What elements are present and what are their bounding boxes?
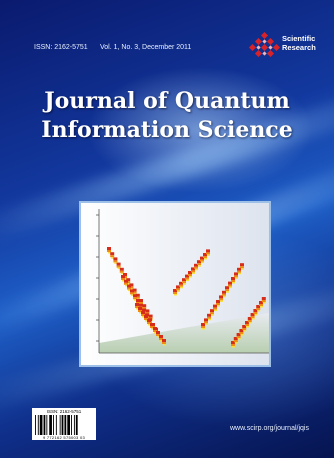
figure-bar	[153, 327, 157, 334]
figure-bar	[250, 313, 255, 320]
figure-bar	[110, 252, 115, 259]
figure-floor	[99, 313, 269, 353]
publisher-line-1: Scientific	[282, 34, 316, 43]
figure-bar	[121, 275, 125, 282]
figure-bar	[204, 318, 208, 325]
figure-bar	[219, 295, 223, 302]
figure-bar	[173, 289, 177, 296]
barcode: ISSN: 2162-5751 9 772162 575003 03	[32, 408, 96, 440]
figure-bar	[245, 321, 249, 328]
figure-bar	[253, 309, 258, 316]
figure-bar	[119, 267, 124, 275]
figure-bar	[206, 249, 210, 256]
figure-bar	[239, 329, 244, 336]
figure-bar	[210, 309, 214, 316]
figure-bar	[176, 285, 180, 292]
figure-bar	[247, 317, 252, 324]
figure-bar	[116, 262, 121, 270]
figure-bar	[240, 263, 244, 270]
figure-bar	[159, 335, 163, 342]
figure-bar	[162, 339, 166, 346]
figure-bar	[203, 253, 207, 260]
figure-bar	[126, 278, 131, 285]
figure-bar	[127, 284, 131, 292]
figure-bar	[200, 256, 204, 264]
figure-bar	[150, 323, 154, 330]
figure-bar	[135, 303, 139, 310]
issn-header: ISSN: 2162-5751	[34, 44, 88, 51]
figure-bar	[188, 271, 192, 278]
figure-bar	[129, 283, 134, 290]
figure-bar	[144, 315, 148, 322]
figure-bar	[113, 257, 118, 264]
figure-bar	[147, 319, 151, 326]
figure-bar	[107, 247, 111, 254]
figure-bar	[133, 294, 137, 301]
figure-bar	[228, 281, 232, 289]
journal-title-line-2: Information Science	[41, 117, 293, 143]
figure-bar	[130, 289, 134, 296]
figure-bar	[231, 277, 235, 284]
figure-bar	[185, 274, 189, 282]
journal-url: www.scirp.org/journal/jqis	[230, 425, 309, 432]
figure-bar	[225, 286, 229, 293]
cover-figure-image	[81, 203, 269, 365]
figure-bar	[216, 300, 220, 307]
figure-bar	[182, 278, 186, 285]
figure-bar	[156, 331, 160, 338]
figure-bar	[233, 337, 238, 344]
figure-bar	[242, 325, 247, 332]
figure-bar	[256, 305, 261, 312]
barcode-icon	[35, 415, 78, 435]
figure-bar	[237, 267, 241, 275]
scientific-research-logo-icon	[248, 32, 281, 58]
figure-bar	[197, 260, 201, 267]
figure-bar	[236, 333, 241, 340]
figure-bar	[179, 281, 183, 289]
figure-bar	[138, 307, 142, 314]
barcode-issn: ISSN: 2162-5751	[46, 409, 82, 414]
figure-bar	[261, 297, 266, 304]
figure-bar	[207, 313, 211, 321]
publisher-line-2: Research	[282, 42, 316, 52]
figure-bar	[201, 323, 205, 330]
figure-bar	[191, 267, 195, 274]
volume-info: Vol. 1, No. 3, December 2011	[100, 44, 192, 51]
publisher-name: Scientific Research	[282, 34, 316, 52]
figure-bar	[231, 341, 235, 348]
figure-bar	[141, 311, 145, 318]
journal-title-line-1: Journal of Quantum	[44, 88, 290, 114]
figure-bar	[213, 304, 217, 312]
figure-bar	[222, 290, 226, 298]
figure-bar	[259, 301, 263, 308]
figure-bar	[194, 263, 198, 271]
barcode-number: 9 772162 575003 03	[42, 435, 86, 440]
figure-bar	[124, 279, 128, 287]
figure-bar	[234, 272, 238, 279]
cover-figure	[79, 201, 271, 367]
